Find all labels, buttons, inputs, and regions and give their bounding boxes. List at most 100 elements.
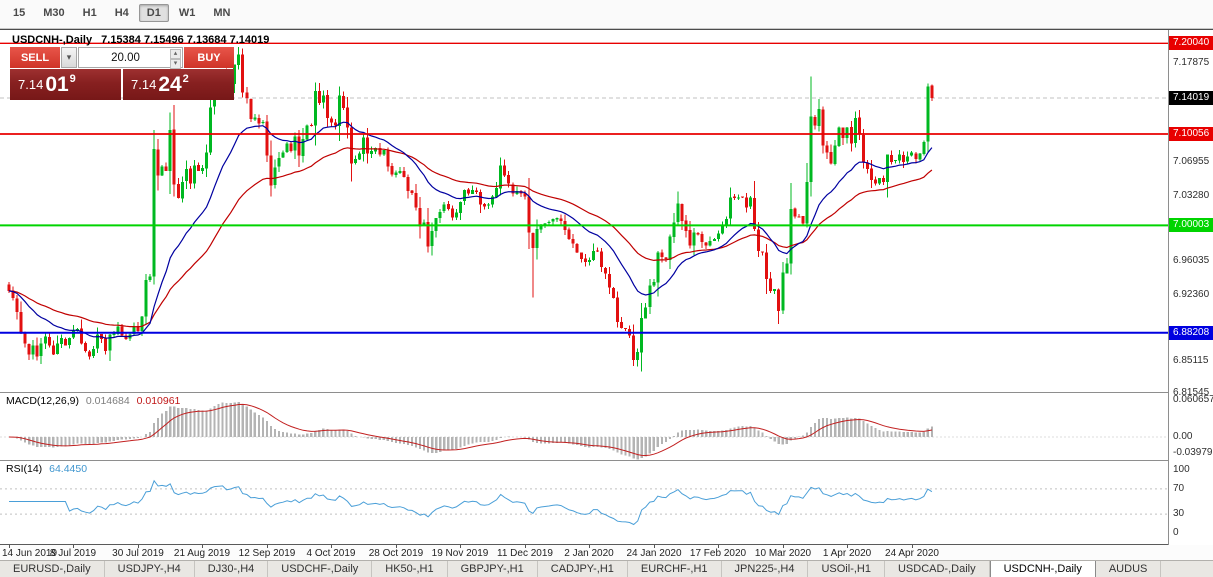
time-axis-tick (138, 545, 139, 548)
time-axis-label: 17 Feb 2020 (689, 548, 747, 559)
rsi-indicator-panel[interactable]: RSI(14) 64.4450 (0, 461, 1168, 545)
time-axis-tick (73, 545, 74, 548)
time-axis-tick (460, 545, 461, 548)
volume-input[interactable] (79, 48, 182, 67)
time-axis-tick (783, 545, 784, 548)
chart-tab-usdjpy-h4[interactable]: USDJPY-,H4 (105, 561, 195, 577)
time-axis-tick (589, 545, 590, 548)
sell-price-display[interactable]: 7.14 01 9 (10, 69, 121, 100)
price-axis-label: 6.96035 (1173, 255, 1210, 266)
price-axis-label: 7.06955 (1173, 156, 1210, 167)
buy-price-pips: 24 (158, 73, 182, 96)
chart-title: USDCNH-,Daily 7.15384 7.15496 7.13684 7.… (12, 34, 269, 46)
time-axis-label: 12 Sep 2019 (238, 548, 296, 559)
hline-price-label: 7.10056 (1169, 127, 1213, 141)
rsi-axis-label: 70 (1173, 483, 1185, 494)
time-axis[interactable]: 14 Jun 2019 8 Jul 2019 30 Jul 2019 21 Aug 2… (0, 545, 1213, 561)
time-axis-tick (331, 545, 332, 548)
chart-tab-cadjpy-h1[interactable]: CADJPY-,H1 (538, 561, 628, 577)
macd-name: MACD(12,26,9) (6, 395, 79, 407)
chart-tab-jpn225-h4[interactable]: JPN225-,H4 (722, 561, 809, 577)
rsi-axis-label: 30 (1173, 508, 1185, 519)
time-axis-label: 21 Aug 2019 (173, 548, 231, 559)
chart-tab-eurusd-daily[interactable]: EURUSD-,Daily (0, 561, 105, 577)
volume-field: ▴ ▾ (78, 47, 183, 69)
time-axis-tick (202, 545, 203, 548)
macd-indicator-panel[interactable]: MACD(12,26,9) 0.014684 0.010961 (0, 393, 1168, 461)
volume-dropdown-button[interactable]: ▾ (61, 47, 77, 68)
hline-price-label: 7.00003 (1169, 218, 1213, 232)
time-axis-tick (654, 545, 655, 548)
chart-tab-usdchf-daily[interactable]: USDCHF-,Daily (268, 561, 373, 577)
sell-price-fraction: 9 (69, 72, 76, 85)
chart-tab-dj30-h4[interactable]: DJ30-,H4 (195, 561, 269, 577)
sell-price-pips: 01 (45, 73, 69, 96)
time-axis-label: 24 Apr 2020 (885, 548, 939, 559)
time-axis-label: 19 Nov 2019 (431, 548, 489, 559)
sell-button[interactable]: SELL (10, 47, 60, 68)
timeframe-button-h1[interactable]: H1 (82, 7, 97, 19)
chart-tab-hk50-h1[interactable]: HK50-,H1 (372, 561, 448, 577)
price-axis-label: 7.03280 (1173, 190, 1210, 201)
time-axis-label: 8 Jul 2019 (49, 548, 97, 559)
price-axis[interactable]: 7.17875 7.06955 7.03280 6.96035 6.92360 6.851… (1168, 30, 1213, 545)
timeframe-button-d1[interactable]: D1 (138, 4, 169, 22)
time-axis-tick (912, 545, 913, 548)
macd-chart (0, 402, 1168, 460)
candlestick-chart[interactable] (0, 31, 1168, 392)
time-axis-label: 30 Jul 2019 (112, 548, 164, 559)
macd-axis-label: 0.060657 (1173, 394, 1213, 405)
volume-decrement-button[interactable]: ▾ (170, 59, 181, 69)
rsi-axis-label: 100 (1173, 464, 1190, 475)
rsi-name: RSI(14) (6, 463, 43, 475)
chart-tabs-bar: EURUSD-,Daily USDJPY-,H4 DJ30-,H4 USDCHF-,D… (0, 560, 1213, 577)
chart-tab-usdcad-daily[interactable]: USDCAD-,Daily (885, 561, 990, 577)
one-click-trading-panel: SELL ▾ ▴ ▾ BUY 7.14019 (10, 47, 234, 100)
timeframe-button-w1[interactable]: W1 (178, 7, 196, 19)
volume-increment-button[interactable]: ▴ (170, 49, 181, 59)
time-axis-tick (525, 545, 526, 548)
chart-tab-audus[interactable]: AUDUS (1096, 561, 1162, 577)
buy-price-display[interactable]: 7.14 24 2 (123, 69, 234, 100)
rsi-value: 64.4450 (49, 463, 88, 475)
price-axis-label: 7.17875 (1173, 57, 1210, 68)
time-axis-label: 28 Oct 2019 (368, 548, 424, 559)
main-chart-panel[interactable]: USDCNH-,Daily 7.15384 7.15496 7.13684 7.… (0, 31, 1168, 393)
timeframe-button-m30[interactable]: M30 (43, 7, 65, 19)
time-axis-label: 4 Oct 2019 (306, 548, 356, 559)
volume-spinner: ▴ ▾ (170, 49, 181, 69)
time-axis-tick (267, 545, 268, 548)
macd-axis-label: 0.00 (1173, 431, 1193, 442)
timeframe-button-mn[interactable]: MN (213, 7, 231, 19)
time-axis-tick (9, 545, 10, 548)
rsi-chart (0, 479, 1168, 526)
time-axis-tick (847, 545, 848, 548)
timeframe-button-15[interactable]: 15 (13, 7, 26, 19)
price-axis-label: 6.85115 (1173, 355, 1209, 366)
chart-tab-eurchf-h1[interactable]: EURCHF-,H1 (628, 561, 722, 577)
sell-price-main: 7.14 (18, 77, 44, 92)
time-axis-tick (396, 545, 397, 548)
chart-ohlc-values: 7.15384 7.15496 7.13684 7.14019 (101, 34, 270, 46)
rsi-label: RSI(14) 64.4450 (6, 463, 87, 475)
price-axis-label: 6.92360 (1173, 289, 1210, 300)
chart-tab-usoil-h1[interactable]: USOil-,H1 (808, 561, 885, 577)
time-axis-label: 11 Dec 2019 (497, 548, 553, 559)
chart-tab-usdcnh-daily[interactable]: USDCNH-,Daily (989, 561, 1096, 577)
hline-price-label: 7.20040 (1169, 36, 1213, 50)
timeframe-button-h4[interactable]: H4 (114, 7, 129, 19)
chevron-down-icon: ▾ (66, 52, 72, 62)
hline-price-label: 6.88208 (1169, 326, 1213, 340)
buy-button[interactable]: BUY (184, 47, 234, 68)
macd-signal-value: 0.010961 (136, 395, 181, 407)
chart-symbol-period: USDCNH-,Daily (12, 34, 93, 46)
time-axis-label: 10 Mar 2020 (754, 548, 812, 559)
time-axis-label: 24 Jan 2020 (626, 548, 682, 559)
rsi-axis-label: 0 (1173, 527, 1179, 538)
current-price-label: 7.14019 (1169, 91, 1213, 105)
time-axis-label: 14 Jun 2019 (2, 548, 58, 559)
macd-main-value: 0.014684 (85, 395, 130, 407)
time-axis-tick (718, 545, 719, 548)
chart-tab-gbpjpy-h1[interactable]: GBPJPY-,H1 (448, 561, 538, 577)
